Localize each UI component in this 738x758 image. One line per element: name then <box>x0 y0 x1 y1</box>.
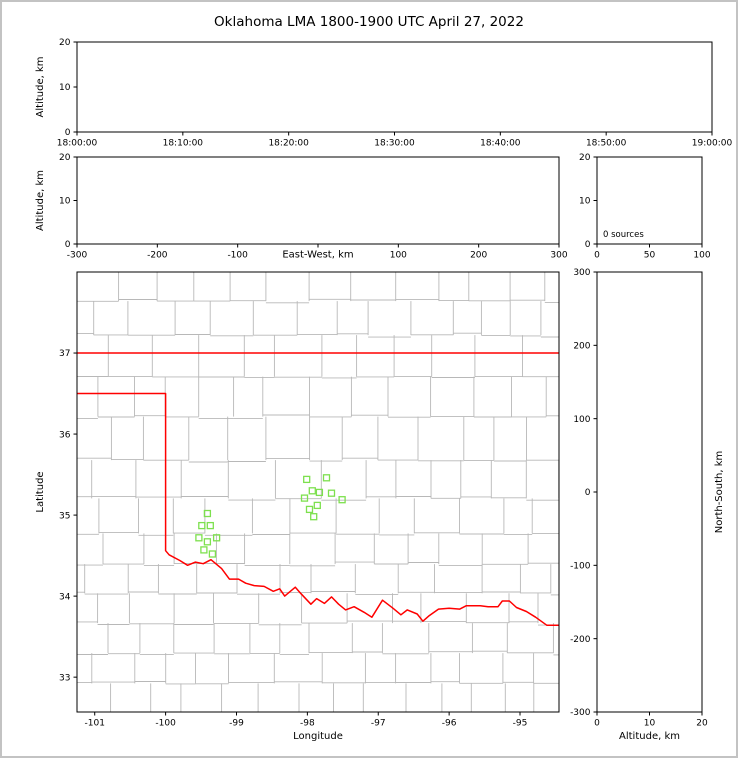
axis-ticks-map <box>73 352 521 716</box>
x-tick-label: 100 <box>390 251 407 261</box>
panel-alt_hist: 0 50 100 0 10 20 0 sources <box>579 153 711 260</box>
lma-station-marker <box>200 546 208 554</box>
y-tick-label: -100 <box>570 562 591 572</box>
lma-station-marker <box>315 488 324 497</box>
ylabel-ns_alt: North-South, km <box>714 451 725 534</box>
x-tick-label: 10 <box>644 719 656 729</box>
lma-station-marker <box>203 509 212 518</box>
x-tick-label: -100 <box>155 719 176 729</box>
lma-station-marker <box>327 489 336 497</box>
y-tick-label: 0 <box>585 488 591 498</box>
x-tick-label: 200 <box>470 251 487 261</box>
plot-frame-time_height <box>76 41 713 133</box>
lma-station-marker <box>208 550 217 558</box>
x-tick-label: 18:00:00 <box>57 139 98 149</box>
lma-station-marker <box>322 474 331 482</box>
x-tick-label: 300 <box>550 251 567 261</box>
x-tick-label: 0 <box>594 251 600 261</box>
xlabel-ns_alt: Altitude, km <box>619 731 680 742</box>
axis-ticks-time_height <box>73 41 713 136</box>
lma-station-marker <box>303 475 311 484</box>
x-tick-label: -98 <box>300 719 315 729</box>
y-tick-label: 0 <box>65 240 71 250</box>
x-tick-label: -96 <box>442 719 457 729</box>
y-tick-label: 0 <box>585 240 591 250</box>
tick-labels-map: -101 -100 -99 -98 -97 -96 -95 33 34 35 36 37 Longitu… <box>35 349 527 742</box>
x-tick-label: 19:00:00 <box>692 139 733 149</box>
y-tick-label: -200 <box>570 635 591 645</box>
x-tick-label: -97 <box>371 719 386 729</box>
panel-ns_alt: 0 10 20 -300 -200 -100 0 100 200 300 Altitude, km N… <box>570 268 725 742</box>
y-tick-label: 100 <box>573 415 590 425</box>
plot-frame-ns_alt <box>596 271 703 713</box>
lma-station-marker <box>206 521 214 530</box>
lma-station-marker <box>300 494 309 502</box>
x-tick-label: -99 <box>229 719 244 729</box>
lma-station-marker <box>203 538 212 546</box>
figure-title: Oklahoma LMA 1800-1900 UTC April 27, 202… <box>214 14 524 30</box>
plot-frame-map <box>76 271 560 713</box>
tick-labels-time_height: 18:00:00 18:10:00 18:20:00 18:30:00 18:40:00… <box>35 38 732 148</box>
y-tick-label: 0 <box>65 128 71 138</box>
axis-ticks-ew_height <box>73 156 560 248</box>
x-tick-label: 18:30:00 <box>374 139 415 149</box>
x-tick-label: 18:50:00 <box>586 139 627 149</box>
x-tick-label: 18:10:00 <box>163 139 204 149</box>
lma-station-marker <box>338 496 346 504</box>
y-tick-label: 34 <box>59 592 71 602</box>
tick-labels-ns_alt: 0 10 20 -300 -200 -100 0 100 200 300 Altitude, km N… <box>570 268 725 742</box>
x-tick-label: -101 <box>85 719 105 729</box>
lma-stations <box>195 474 346 558</box>
lma-station-marker <box>308 487 316 495</box>
lma-station-marker <box>313 501 321 510</box>
lma-station-marker <box>195 534 203 542</box>
x-tick-label: -200 <box>147 251 168 261</box>
panel-map: -101 -100 -99 -98 -97 -96 -95 33 34 35 36 37 Longitu… <box>35 271 560 742</box>
x-tick-label: 0 <box>594 719 600 729</box>
lma-station-marker <box>198 521 206 530</box>
tick-labels-alt_hist: 0 50 100 0 10 20 0 sources <box>579 153 711 260</box>
y-tick-label: 35 <box>59 511 70 521</box>
y-tick-label: 37 <box>59 349 70 359</box>
y-tick-label: 200 <box>573 342 590 352</box>
x-tick-label: 50 <box>644 251 656 261</box>
panel-ew_height: -300 -200 -100 100 200 300 0 10 20 East-West, km A… <box>35 153 568 260</box>
tick-labels-ew_height: -300 -200 -100 100 200 300 0 10 20 East-West, km A… <box>35 153 568 260</box>
x-tick-label: 100 <box>693 251 710 261</box>
y-tick-label: 20 <box>59 153 71 163</box>
lma-station-marker <box>212 534 221 542</box>
x-tick-label: -100 <box>227 251 248 261</box>
annotation-text: 0 sources <box>603 230 644 240</box>
xlabel-map: Longitude <box>293 731 343 742</box>
y-tick-label: 300 <box>573 268 590 278</box>
x-tick-label: -95 <box>513 719 528 729</box>
y-tick-label: 10 <box>579 197 591 207</box>
y-tick-label: -300 <box>570 708 591 718</box>
xlabel-ew_height: East-West, km <box>282 250 353 261</box>
x-tick-label: 18:40:00 <box>480 139 521 149</box>
y-tick-label: 10 <box>59 197 71 207</box>
ylabel-ew_height: Altitude, km <box>35 170 46 231</box>
panel-time_height: 18:00:00 18:10:00 18:20:00 18:30:00 18:40:00… <box>35 38 732 148</box>
x-tick-label: 18:20:00 <box>268 139 309 149</box>
axis-ticks-alt_hist <box>593 156 703 248</box>
y-tick-label: 20 <box>579 153 591 163</box>
y-tick-label: 20 <box>59 38 71 48</box>
plot-frame-ew_height <box>76 156 560 245</box>
lma-station-marker <box>305 505 314 514</box>
x-tick-label: -300 <box>67 251 88 261</box>
state-boundary <box>77 352 559 627</box>
ylabel-map: Latitude <box>35 471 46 512</box>
y-tick-label: 10 <box>59 83 71 93</box>
x-tick-label: 20 <box>696 719 708 729</box>
axis-ticks-ns_alt <box>593 271 703 716</box>
county-lines <box>77 272 559 712</box>
lma-station-marker <box>310 513 318 521</box>
y-tick-label: 33 <box>59 673 70 683</box>
ylabel-time_height: Altitude, km <box>35 57 46 118</box>
y-tick-label: 36 <box>59 430 71 440</box>
